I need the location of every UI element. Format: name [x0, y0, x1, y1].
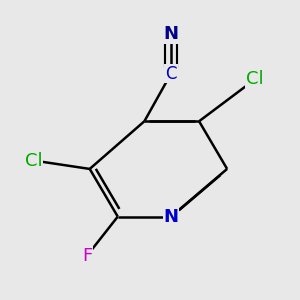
Text: F: F [82, 247, 92, 265]
Text: C: C [165, 64, 177, 82]
Text: Cl: Cl [25, 152, 42, 169]
Text: N: N [164, 208, 178, 226]
Text: Cl: Cl [246, 70, 264, 88]
Text: N: N [164, 25, 178, 43]
